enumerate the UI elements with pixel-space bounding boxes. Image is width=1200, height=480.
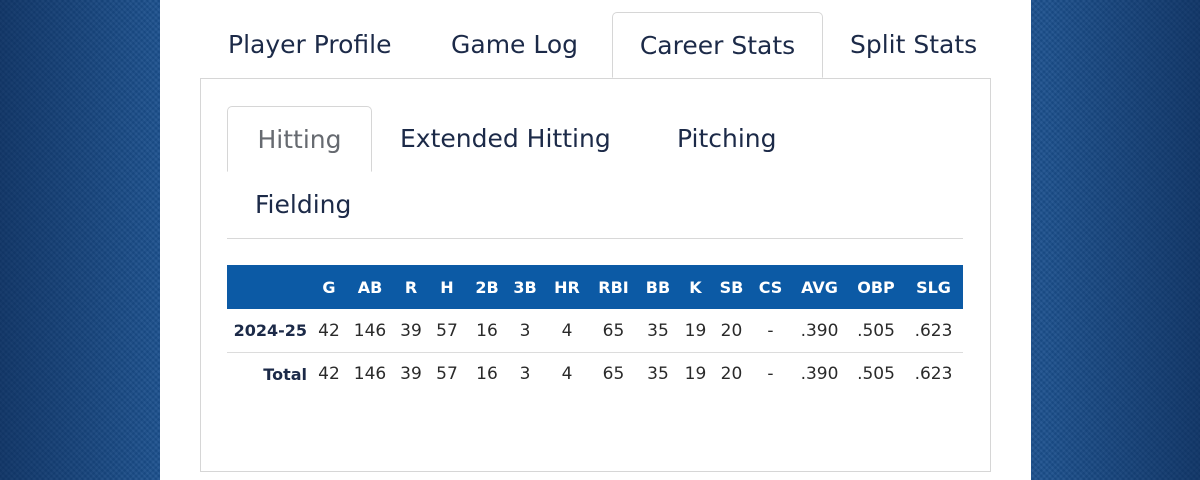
- stat-cell: .623: [914, 364, 953, 384]
- stat-cell: 4: [545, 309, 589, 353]
- career-stats-box: [200, 78, 991, 472]
- stat-cell: .505: [848, 309, 904, 353]
- stat-cell: .623: [904, 309, 963, 353]
- column-header-sb: SB: [713, 265, 750, 309]
- stat-cell: 3: [505, 309, 545, 353]
- stat-cell: 20: [720, 364, 743, 384]
- tab-pitching[interactable]: Pitching: [677, 124, 777, 153]
- column-header-h: H: [425, 265, 469, 309]
- stat-cell: -: [767, 364, 774, 384]
- column-header-hr: HR: [545, 265, 589, 309]
- column-header-avg: AVG: [791, 265, 848, 309]
- stat-cell: 57: [436, 364, 458, 384]
- table-header-row: G AB R H 2B 3B HR RBI BB K SB CS AVG OBP…: [227, 265, 963, 309]
- stat-cell: 16: [476, 364, 498, 384]
- tab-hitting[interactable]: Hitting: [227, 106, 372, 172]
- tab-game-log[interactable]: Game Log: [451, 30, 579, 59]
- column-header-2b: 2B: [469, 265, 505, 309]
- season-cell: 2024-25: [227, 309, 315, 353]
- stat-cell: 42: [318, 364, 340, 384]
- sub-tab-divider: [227, 238, 963, 239]
- stat-cell: 19: [684, 364, 707, 384]
- stat-cell: .390: [791, 309, 848, 353]
- table-row: 2024-25 42 146 39 57 16 3 4 65 35 19 20 …: [227, 309, 963, 353]
- column-header-bb: BB: [638, 265, 678, 309]
- stat-cell: 35: [638, 309, 678, 353]
- column-header-r: R: [397, 265, 425, 309]
- stat-cell: 39: [397, 309, 425, 353]
- column-header-g: G: [315, 265, 343, 309]
- total-label-cell: Total: [263, 364, 307, 384]
- stat-cell: 4: [561, 364, 573, 384]
- tab-player-profile[interactable]: Player Profile: [228, 30, 392, 59]
- tab-fielding[interactable]: Fielding: [255, 190, 352, 219]
- hitting-stats-table: G AB R H 2B 3B HR RBI BB K SB CS AVG OBP…: [227, 265, 963, 395]
- stat-cell: 57: [425, 309, 469, 353]
- stat-cell: .390: [800, 364, 839, 384]
- tab-split-stats[interactable]: Split Stats: [850, 30, 978, 59]
- column-header-cs: CS: [750, 265, 791, 309]
- stat-cell: 3: [519, 364, 531, 384]
- stat-cell: 19: [678, 309, 713, 353]
- column-header-season: [227, 265, 315, 309]
- column-header-obp: OBP: [848, 265, 904, 309]
- table-total-row: Total 42 146 39 57 16 3 4 65 35 19 20 - …: [227, 353, 963, 396]
- column-header-ab: AB: [343, 265, 397, 309]
- tab-extended-hitting[interactable]: Extended Hitting: [400, 124, 611, 153]
- tab-career-stats[interactable]: Career Stats: [612, 12, 823, 78]
- stat-cell: 146: [353, 364, 387, 384]
- stat-cell: 146: [343, 309, 397, 353]
- stat-cell: 42: [315, 309, 343, 353]
- stat-cell: 16: [469, 309, 505, 353]
- column-header-rbi: RBI: [589, 265, 638, 309]
- column-header-slg: SLG: [904, 265, 963, 309]
- main-tab-bar: Player Profile Game Log Career Stats Spl…: [200, 12, 990, 79]
- content-panel: [160, 0, 1031, 480]
- stat-cell: 20: [713, 309, 750, 353]
- stat-cell: .505: [857, 364, 895, 384]
- stat-cell: 39: [400, 364, 422, 384]
- stat-cell: 65: [589, 309, 638, 353]
- stat-cell: 65: [602, 364, 625, 384]
- stat-cell: -: [750, 309, 791, 353]
- stat-cell: 35: [647, 364, 669, 384]
- column-header-3b: 3B: [505, 265, 545, 309]
- column-header-k: K: [678, 265, 713, 309]
